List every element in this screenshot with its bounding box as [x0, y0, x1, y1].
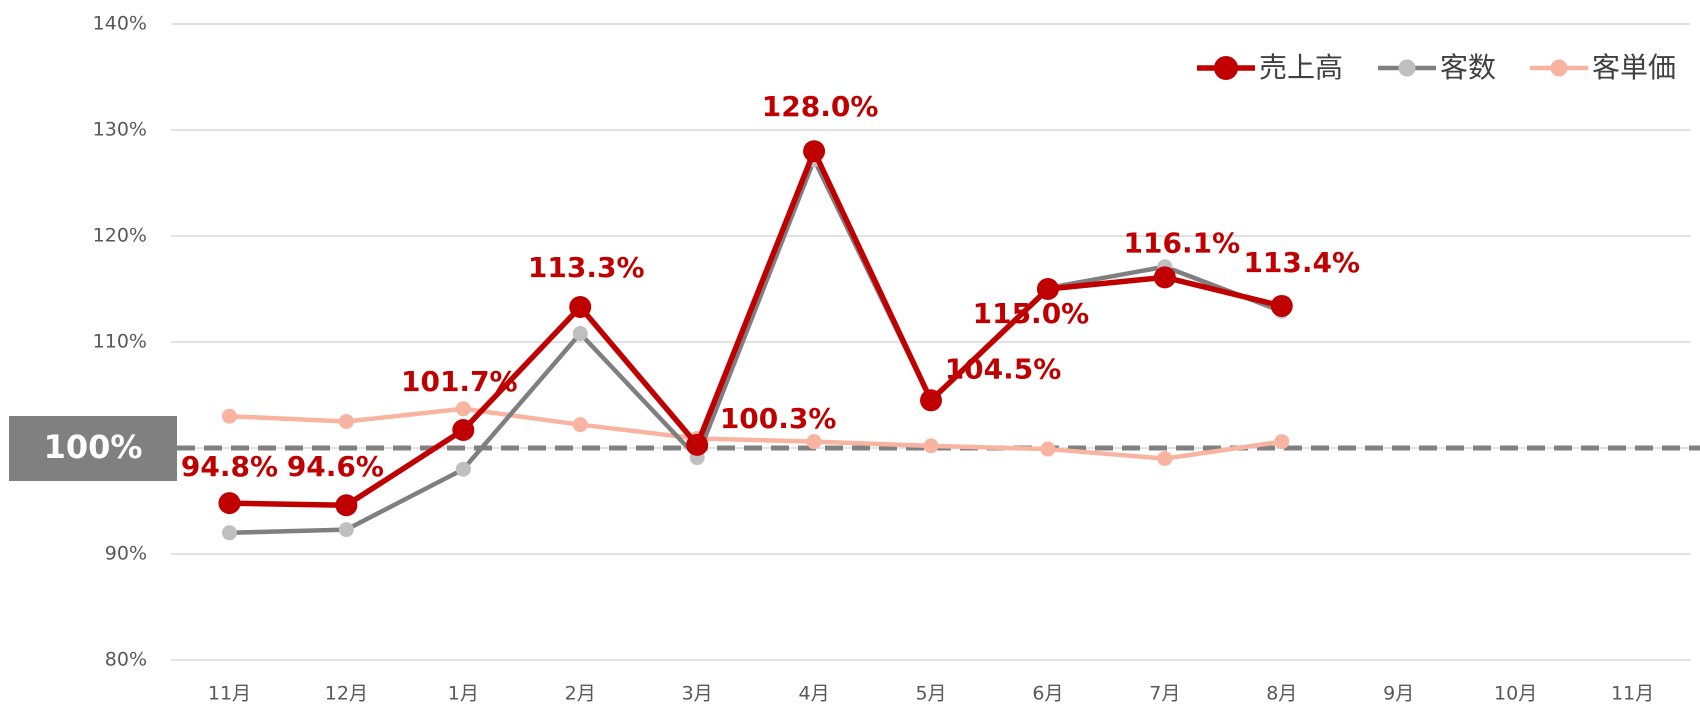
- point: [452, 418, 475, 441]
- data-label: 100.3%: [720, 402, 837, 435]
- point: [572, 417, 588, 433]
- y-tick-label: 140%: [93, 13, 147, 35]
- point: [1270, 294, 1293, 317]
- x-tick-label: 7月: [1149, 683, 1180, 705]
- series-line: [229, 406, 1283, 461]
- point: [920, 389, 942, 412]
- point: [455, 461, 471, 477]
- point: [806, 434, 822, 450]
- point: [221, 408, 237, 424]
- x-tick-label: 12月: [325, 683, 368, 705]
- y-tick-label: 80%: [105, 649, 147, 671]
- y-tick-label: 110%: [93, 331, 147, 353]
- point: [221, 525, 237, 541]
- point: [1274, 434, 1290, 450]
- point: [569, 296, 592, 319]
- legend-marker: [1550, 59, 1568, 77]
- data-label: 94.6%: [287, 450, 384, 483]
- x-tick-label: 3月: [682, 683, 713, 705]
- reference-box: [9, 416, 177, 481]
- point: [1157, 451, 1173, 467]
- point: [686, 433, 709, 456]
- x-tick-label: 6月: [1032, 683, 1063, 705]
- y-tick-label: 120%: [93, 225, 147, 247]
- data-label: 113.3%: [528, 251, 645, 284]
- legend-marker: [1398, 59, 1416, 77]
- x-tick-label: 11月: [208, 683, 251, 705]
- series-line: [229, 157, 1283, 536]
- series-line: [229, 148, 1283, 508]
- x-tick-label: 10月: [1494, 683, 1537, 705]
- data-label: 113.4%: [1243, 246, 1360, 279]
- point: [923, 438, 939, 454]
- x-tick-label: 4月: [799, 683, 830, 705]
- data-label: 115.0%: [973, 297, 1090, 330]
- data-label: 128.0%: [762, 90, 879, 123]
- legend-label: 客数: [1440, 51, 1496, 84]
- point: [338, 414, 354, 429]
- x-tick-label: 8月: [1266, 683, 1297, 705]
- data-label: 94.8%: [181, 450, 278, 483]
- y-tick-label: 90%: [105, 543, 147, 565]
- x-tick-label: 11月: [1611, 683, 1654, 705]
- y-tick-label: 130%: [93, 119, 147, 141]
- legend-label: 客単価: [1592, 51, 1676, 84]
- x-tick-label: 9月: [1383, 683, 1414, 705]
- data-label: 104.5%: [945, 352, 1062, 385]
- point: [335, 494, 358, 517]
- point: [1036, 278, 1059, 300]
- x-tick-label: 1月: [448, 683, 479, 705]
- legend-marker: [1214, 56, 1238, 80]
- point: [338, 522, 354, 538]
- point: [803, 140, 826, 163]
- point: [1040, 441, 1056, 457]
- point: [1153, 266, 1176, 289]
- data-label: 101.7%: [401, 365, 518, 398]
- x-tick-label: 2月: [565, 683, 596, 705]
- x-tick-label: 5月: [915, 683, 946, 705]
- reference-label: 100%: [44, 428, 143, 466]
- data-label: 116.1%: [1124, 226, 1241, 259]
- point: [218, 492, 241, 515]
- point: [572, 326, 588, 342]
- point: [455, 401, 471, 417]
- legend-label: 売上高: [1259, 51, 1343, 84]
